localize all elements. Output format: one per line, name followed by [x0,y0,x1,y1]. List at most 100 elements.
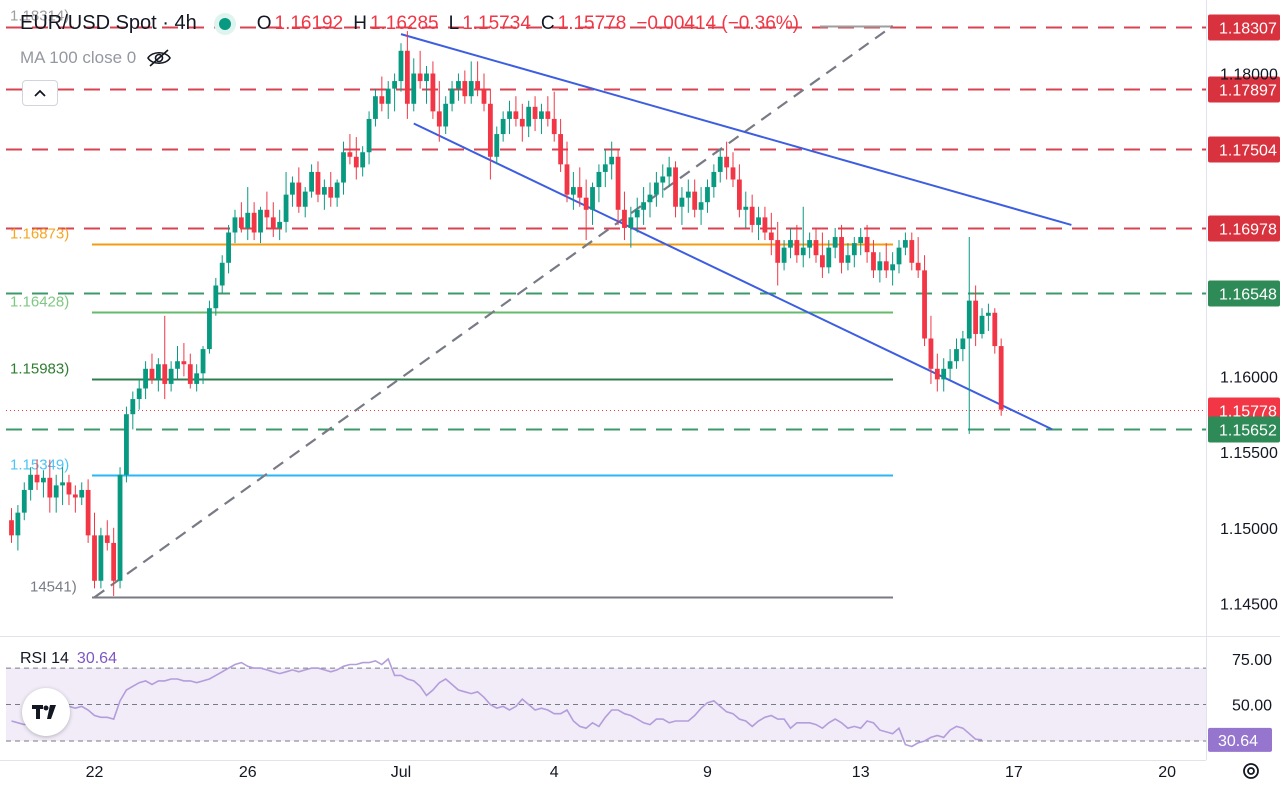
time-axis-label: 22 [86,764,104,781]
price-axis-label: 1.18000 [1220,67,1278,84]
candle-body [226,232,231,263]
candle-body [155,364,161,380]
candle-body [692,191,698,210]
candle-body [679,197,685,207]
chevron-up-icon [34,89,46,97]
candle-body [513,111,519,119]
candle-body [794,240,800,256]
candle-body [449,88,455,104]
candle-body [494,134,500,157]
symbol-title[interactable]: EUR/USD Spot · 4h [20,12,197,34]
candle-body [858,237,864,244]
chart-legend[interactable]: EUR/USD Spot · 4h O 1.16192 H 1.16285 L 1.1… [20,12,809,35]
candle-body [424,73,429,82]
fib-level-label: 1.16873) [10,226,69,243]
candle-body [839,237,844,263]
close-label: C [540,12,555,34]
candle-body [296,182,302,207]
candle-body [788,240,793,248]
trend-line [93,25,894,599]
candle-body [290,182,295,195]
candle-body [385,88,391,104]
candle-body [877,261,883,271]
candle-body [622,209,627,228]
candle-body [66,482,72,495]
candle-body [954,349,959,362]
candle-body [851,243,857,256]
price-badge-bg [1208,280,1280,307]
candle-body [973,300,979,334]
high-value: 1.16285 [369,12,439,34]
candle-body [28,474,34,490]
price-badge: 1.17504 [1219,143,1277,160]
candle-body [743,206,749,210]
candle-body [379,96,385,104]
candle-body [487,103,493,157]
fibonacci-levels: 1.18314) 1.16873) 1.16428) 1.15983) 1.15349)… [10,8,893,599]
candle-body [864,237,870,253]
candle-body [283,194,289,222]
candle-body [826,247,832,268]
candle-body [590,187,595,210]
rsi-value: 30.64 [76,650,117,667]
candle-body [819,255,825,268]
candle-body [168,368,174,384]
candle-body [475,81,481,89]
price-axis-label: 1.15000 [1220,521,1278,538]
channel-upper-line [400,33,1072,226]
price-badge: 1.15778 [1219,404,1277,421]
candle-body [41,477,46,483]
candle-body [264,209,270,218]
price-badge: 1.15652 [1219,423,1277,440]
candle-body [698,202,704,210]
candle-body [34,474,40,483]
candle-body [373,96,378,119]
candle-body [896,247,902,265]
price-axis[interactable]: 1.18307 1.17897 1.17504 1.16978 1.16548 1.157… [1208,14,1280,752]
candle-body [47,477,53,498]
price-badge: 1.16978 [1219,222,1277,239]
candle-body [436,111,442,127]
price-badge-bg [1208,76,1280,103]
open-value: 1.16192 [274,12,344,34]
candle-body [309,171,314,192]
settings-gear-icon[interactable] [1240,760,1262,782]
candle-body [807,240,813,248]
candle-body [98,535,104,581]
rsi-legend[interactable]: RSI 14 30.64 [20,650,117,668]
candle-body [79,489,85,498]
candle-body [986,312,991,316]
low-value: 1.15734 [462,12,531,34]
candle-body [392,81,397,89]
candle-body [360,152,366,168]
price-badge: 1.16548 [1219,287,1277,304]
candle-body [583,197,589,210]
candle-body [602,164,608,172]
candle-body [302,191,308,207]
candle-body [468,81,474,97]
candle-body [871,252,876,271]
candle-body [532,106,538,119]
eye-off-icon[interactable] [146,48,172,68]
candle-body [749,206,755,225]
candle-body [60,482,65,486]
ma-indicator-legend[interactable]: MA 100 close 0 [20,48,172,68]
ma-label: MA 100 close 0 [20,48,137,67]
candle-body [194,373,200,384]
candle-body [526,106,532,127]
rsi-line [11,657,983,748]
candle-body [883,261,889,271]
collapse-legend-button[interactable] [22,80,58,106]
candle-body [756,217,761,225]
candle-body [832,237,838,248]
candle-body [507,111,512,119]
candle-body [232,217,238,233]
price-axis-label: 1.16000 [1220,369,1278,386]
time-axis[interactable]: 22 26 Jul 4 9 13 17 20 [86,764,1177,781]
candle-body [430,73,436,112]
tradingview-logo[interactable] [22,688,70,736]
candle-body [596,171,602,188]
